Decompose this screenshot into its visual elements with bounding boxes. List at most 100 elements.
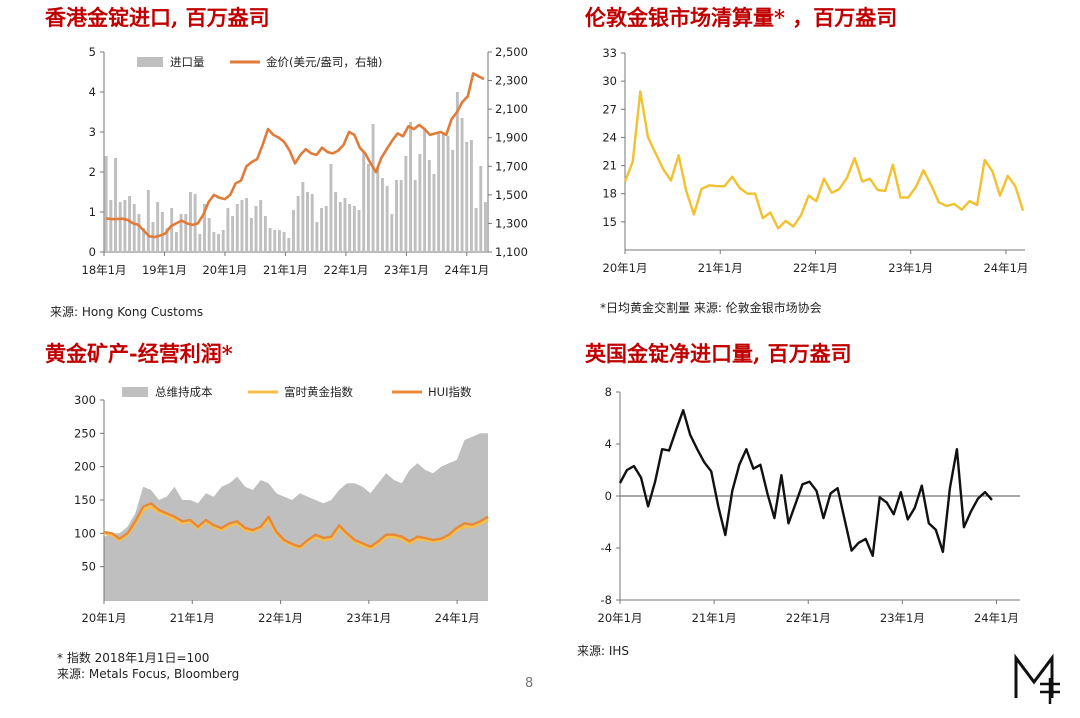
hk-import-bar bbox=[118, 202, 122, 252]
hk-import-bar bbox=[259, 200, 263, 252]
hk-y2-tick-label: 1,100 bbox=[495, 245, 528, 259]
lbma-y-tick-label: 18 bbox=[602, 187, 617, 201]
lbma-x-tick-label: 20年1月 bbox=[603, 261, 648, 275]
legend-swatch-imports bbox=[137, 57, 163, 67]
mining-hui-line bbox=[103, 502, 489, 548]
hk-import-bar bbox=[203, 204, 206, 252]
mining-y-tick-label: 100 bbox=[74, 526, 96, 540]
lbma-y-tick-label: 15 bbox=[602, 215, 617, 229]
hk-import-bar bbox=[142, 228, 146, 252]
lbma-clearing-line bbox=[623, 90, 1025, 230]
hk-import-bar bbox=[409, 122, 412, 252]
hk-import-bar bbox=[441, 134, 445, 252]
hk-import-bar bbox=[413, 180, 417, 252]
hk-import-bar bbox=[376, 168, 380, 252]
hk-import-bar bbox=[296, 196, 300, 252]
mining-source-credit: 来源: Metals Focus, Bloomberg bbox=[57, 667, 240, 682]
hk-source: 来源: Hong Kong Customs bbox=[50, 305, 204, 319]
lbma-source: *日均黄金交割量 来源: 伦敦金银市场协会 bbox=[600, 301, 822, 315]
legend-label-gold-price: 金价(美元/盎司，右轴) bbox=[266, 55, 382, 69]
lbma-x-tick-label: 22年1月 bbox=[793, 261, 838, 275]
lbma-y-tick-label: 21 bbox=[602, 159, 617, 173]
hk-import-bar bbox=[109, 200, 113, 252]
hk-import-bar bbox=[469, 140, 473, 252]
hk-import-bar bbox=[465, 142, 469, 252]
mining-y-tick-label: 300 bbox=[74, 393, 96, 407]
mining-margin-title: 黄金矿产-经营利润* bbox=[45, 341, 233, 366]
hk-x-tick-label: 24年1月 bbox=[444, 263, 489, 277]
hk-y-tick-label: 3 bbox=[89, 125, 96, 139]
hk-imports-chart: 0 1 2 3 4 5 1,100 1,300 1,500 1,700 1,900 2,100 2,30… bbox=[82, 45, 528, 277]
hk-import-bar bbox=[310, 194, 314, 252]
hk-import-bar bbox=[455, 92, 459, 252]
hk-import-bar bbox=[315, 222, 319, 252]
mining-x-tick-label: 20年1月 bbox=[82, 611, 127, 625]
hk-import-bar bbox=[123, 200, 127, 252]
uk-x-tick-label: 22年1月 bbox=[786, 611, 831, 625]
uk-x-tick-label: 24年1月 bbox=[974, 611, 1019, 625]
uk-x-tick-label: 21年1月 bbox=[692, 611, 737, 625]
uk-net-imports-line bbox=[618, 409, 993, 557]
uk-y-tick-label: 8 bbox=[605, 385, 612, 399]
legend-label-hui: HUI指数 bbox=[428, 385, 472, 399]
hk-import-bar bbox=[174, 232, 178, 252]
mining-y-tick-label: 250 bbox=[74, 426, 96, 440]
hk-import-bar bbox=[235, 204, 239, 252]
hk-import-bar bbox=[254, 206, 258, 252]
hk-import-bar bbox=[156, 202, 160, 252]
mining-y-tick-label: 50 bbox=[81, 560, 96, 574]
hk-import-bar bbox=[287, 238, 291, 252]
hk-import-bar bbox=[380, 178, 384, 252]
hk-import-bar bbox=[306, 192, 309, 252]
hk-import-bar bbox=[320, 208, 324, 252]
hk-import-bar bbox=[460, 118, 464, 252]
hk-y2-tick-label: 1,500 bbox=[495, 188, 528, 202]
hk-import-bar bbox=[273, 230, 277, 252]
lbma-x-tick-label: 21年1月 bbox=[698, 261, 743, 275]
mining-y-tick-label: 200 bbox=[74, 460, 96, 474]
hk-import-bar bbox=[221, 230, 225, 252]
mining-legend: 总维持成本 富时黄金指数 HUI指数 bbox=[122, 385, 472, 399]
hk-import-bar bbox=[170, 208, 174, 252]
hk-x-tick-label: 23年1月 bbox=[384, 263, 429, 277]
hk-import-bar bbox=[366, 164, 370, 252]
lbma-x-tick-label: 24年1月 bbox=[983, 261, 1028, 275]
mining-margin-chart: 50 100 150 200 250 300 20年1月 21年1月 22年1月 23年1月 24年… bbox=[74, 385, 489, 625]
hk-y2-tick-label: 2,300 bbox=[495, 74, 528, 88]
hk-import-bar bbox=[277, 230, 281, 252]
hk-import-bar bbox=[484, 202, 487, 252]
hk-import-bar bbox=[479, 166, 483, 252]
hk-import-bar bbox=[231, 216, 235, 252]
lbma-y-tick-label: 24 bbox=[602, 130, 617, 144]
hk-import-bar bbox=[160, 212, 164, 252]
hk-y-tick-label: 1 bbox=[89, 205, 96, 219]
hk-import-bar bbox=[352, 206, 356, 252]
hk-import-bar bbox=[207, 218, 211, 252]
hk-import-bar bbox=[334, 192, 338, 252]
lbma-clearing-title: 伦敦金银市场清算量* ，百万盎司 bbox=[585, 5, 898, 30]
hk-import-bar bbox=[437, 134, 441, 252]
hk-import-bar bbox=[423, 128, 427, 252]
hk-import-bar bbox=[268, 228, 272, 252]
hk-y2-tick-label: 2,500 bbox=[495, 45, 528, 59]
hk-import-bar bbox=[137, 214, 141, 252]
legend-label-aisc: 总维持成本 bbox=[155, 385, 213, 399]
uk-y-tick-label: 0 bbox=[605, 489, 612, 503]
lbma-y-tick-label: 27 bbox=[602, 102, 617, 116]
hk-import-bar bbox=[371, 124, 375, 252]
hk-import-bar bbox=[432, 174, 436, 252]
hk-y-tick-label: 5 bbox=[89, 45, 96, 59]
hk-x-tick-label: 19年1月 bbox=[142, 263, 187, 277]
mining-x-tick-label: 24年1月 bbox=[435, 611, 480, 625]
lbma-x-tick-label: 23年1月 bbox=[888, 261, 933, 275]
hk-import-bar bbox=[404, 156, 408, 252]
hk-legend: 进口量 金价(美元/盎司，右轴) bbox=[137, 55, 382, 69]
hk-y-tick-label: 2 bbox=[89, 165, 96, 179]
hk-x-tick-label: 20年1月 bbox=[202, 263, 247, 277]
hk-y2-tick-label: 1,900 bbox=[495, 131, 528, 145]
legend-swatch-aisc bbox=[122, 387, 148, 397]
lbma-y-tick-label: 33 bbox=[602, 46, 617, 60]
mining-x-tick-label: 21年1月 bbox=[170, 611, 215, 625]
hk-y-tick-label: 0 bbox=[89, 245, 96, 259]
mining-source: * 指数 2018年1月1日=100 来源: Metals Focus, Blo… bbox=[57, 650, 239, 682]
